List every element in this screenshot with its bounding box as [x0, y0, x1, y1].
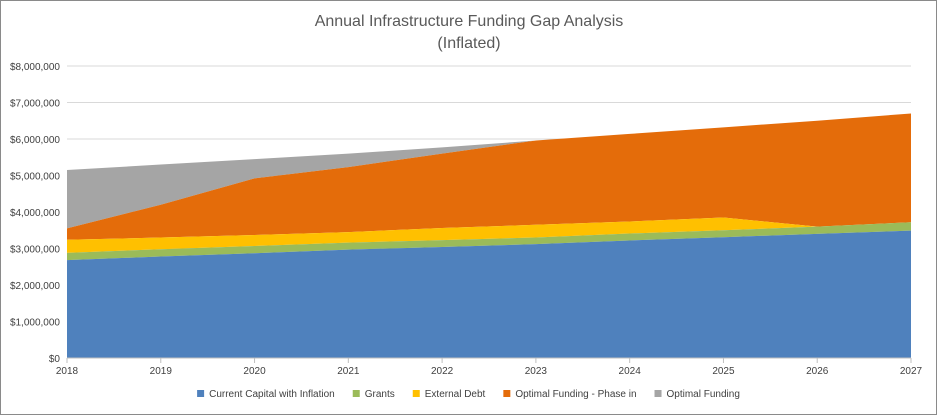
y-tick-label: $7,000,000: [10, 99, 60, 110]
x-tick-label: 2024: [619, 366, 642, 377]
axes: $0 $1,000,000 $2,000,000 $3,000,000 $4,000,0…: [10, 62, 923, 377]
y-tick-label: $2,000,000: [10, 281, 60, 292]
area-external-debt: [67, 217, 911, 253]
x-tick-label: 2022: [431, 366, 454, 377]
x-tick-label: 2027: [900, 366, 923, 377]
x-tick-label: 2020: [243, 366, 266, 377]
area-current-capital-with-inflation: [67, 230, 911, 358]
area-optimal-funding: [67, 113, 911, 229]
y-tick-label: $0: [49, 354, 61, 365]
legend-swatch-current-capital-with-inflation: [197, 390, 205, 397]
chart-title: Annual Infrastructure Funding Gap Analys…: [315, 13, 624, 30]
legend-label-optimal-funding-phase-in: Optimal Funding - Phase in: [515, 389, 636, 400]
area-grants: [67, 222, 911, 261]
y-tick-label: $3,000,000: [10, 245, 60, 256]
y-tick-label: $1,000,000: [10, 318, 60, 329]
plot-areas: [67, 113, 911, 358]
x-tick-label: 2023: [525, 366, 548, 377]
area-optimal-funding-phase-in: [67, 113, 911, 240]
x-tick-label: 2025: [712, 366, 735, 377]
x-tick-label: 2021: [337, 366, 360, 377]
legend-swatch-optimal-funding: [654, 390, 662, 397]
x-tick-label: 2018: [56, 366, 79, 377]
legend: Current Capital with Inflation Grants Exte…: [197, 389, 740, 400]
legend-swatch-external-debt: [412, 390, 420, 397]
legend-label-optimal-funding: Optimal Funding: [667, 389, 740, 400]
legend-label-grants: Grants: [365, 389, 395, 400]
y-tick-label: $8,000,000: [10, 62, 60, 73]
legend-label-current-capital-with-inflation: Current Capital with Inflation: [209, 389, 335, 400]
x-tick-label: 2026: [806, 366, 829, 377]
y-tick-label: $5,000,000: [10, 172, 60, 183]
chart-subtitle: (Inflated): [437, 35, 500, 52]
y-tick-label: $6,000,000: [10, 135, 60, 146]
legend-swatch-optimal-funding-phase-in: [503, 390, 511, 397]
legend-label-external-debt: External Debt: [425, 389, 486, 400]
x-tick-label: 2019: [150, 366, 173, 377]
legend-swatch-grants: [352, 390, 360, 397]
y-tick-label: $4,000,000: [10, 208, 60, 219]
